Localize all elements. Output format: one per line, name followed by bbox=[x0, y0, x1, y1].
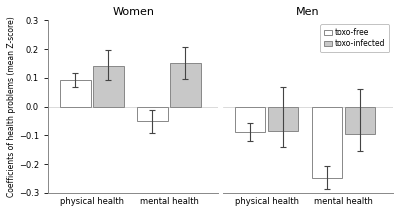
Bar bbox=[268, 107, 298, 131]
Title: Women: Women bbox=[112, 7, 154, 17]
Bar bbox=[345, 107, 376, 134]
Bar bbox=[137, 107, 168, 121]
Title: Men: Men bbox=[296, 7, 320, 17]
Bar bbox=[312, 107, 342, 178]
Bar bbox=[60, 80, 91, 107]
Bar bbox=[235, 107, 266, 132]
Y-axis label: Coefficients of health problems (mean Z-score): Coefficients of health problems (mean Z-… bbox=[7, 16, 16, 197]
Bar bbox=[93, 66, 124, 107]
Bar bbox=[170, 63, 201, 107]
Legend: toxo-free, toxo-infected: toxo-free, toxo-infected bbox=[320, 24, 389, 52]
